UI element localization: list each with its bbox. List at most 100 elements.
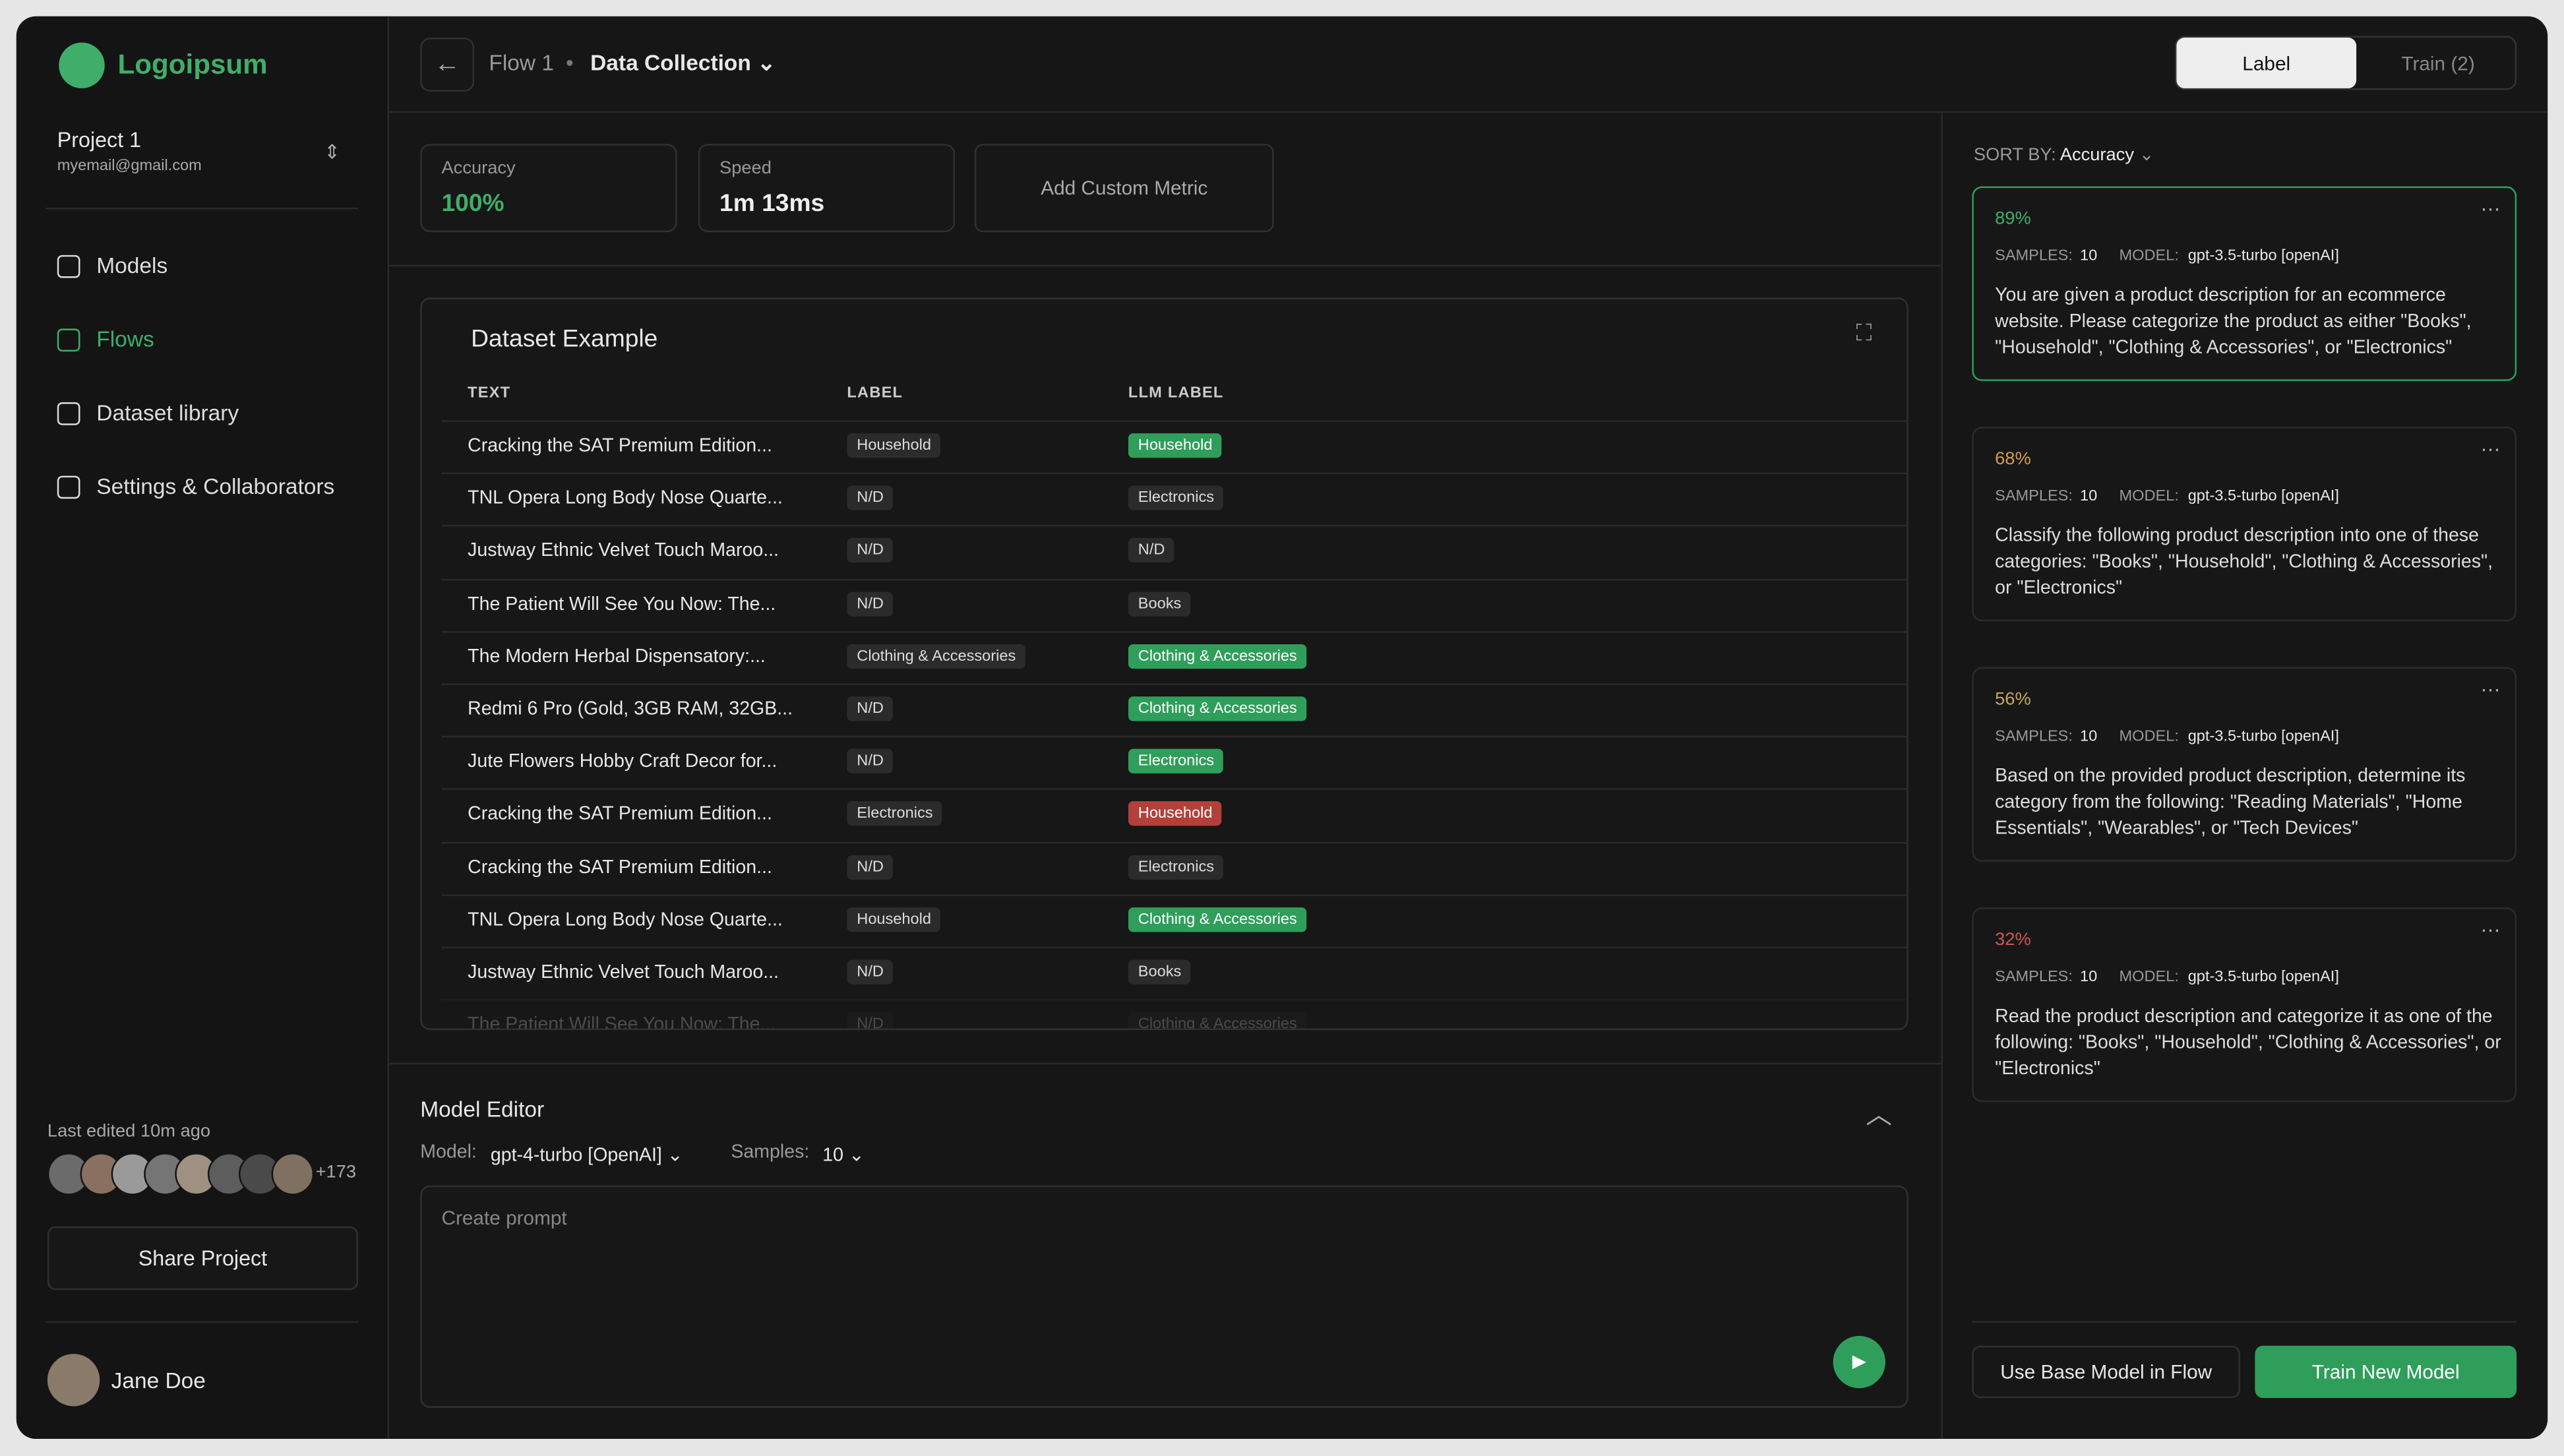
prompt: You are given a product description for … [1995, 286, 2472, 359]
samples-label: SAMPLES: [1995, 727, 2073, 746]
score: 68% [1995, 449, 2031, 470]
cell-llm-label: Books [1128, 591, 1192, 616]
last-edited: Last edited 10m ago [47, 1122, 211, 1141]
prompt: Read the product description and categor… [1995, 1007, 2501, 1079]
prompt-card[interactable]: 68% ⋯ SAMPLES: 10 MODEL: gpt-3.5-turbo [openA… [1972, 427, 2517, 622]
table-row: Justway Ethnic Velvet Touch Maroo... N/D N… [441, 525, 1907, 580]
samples-select[interactable]: 10 ⌄ [822, 1146, 865, 1166]
cell-text: Cracking the SAT Premium Edition... [468, 437, 772, 456]
tab-label[interactable]: Label [2176, 38, 2357, 88]
cell-llm-label: Electronics [1128, 854, 1224, 880]
nav-item[interactable]: Models [57, 253, 168, 278]
cell-text: The Patient Will See You Now: The... [468, 1016, 776, 1031]
tab-train[interactable]: Train (2) [2360, 38, 2517, 88]
nav-label: Settings & Collaborators [96, 474, 335, 499]
model-label: Model: [420, 1143, 477, 1163]
nav-icon [57, 328, 80, 351]
score: 89% [1995, 209, 2031, 229]
menu[interactable]: ⋯ [2480, 679, 2501, 702]
cell-text: Redmi 6 Pro (Gold, 3GB RAM, 32GB... [468, 700, 793, 720]
column-header: TEXT [468, 384, 511, 402]
cell-text: Cracking the SAT Premium Edition... [468, 857, 772, 878]
cell-label: N/D [847, 749, 894, 774]
flow-name[interactable]: Flow 1 [489, 50, 555, 76]
cell-text: The Modern Herbal Dispensatory:... [468, 647, 766, 667]
cell-text: Justway Ethnic Velvet Touch Maroo... [468, 963, 779, 983]
cell-label: Household [847, 433, 941, 458]
cell-label: Clothing & Accessories [847, 644, 1026, 669]
cell-llm-label: Household [1128, 801, 1223, 827]
cell-label: N/D [847, 959, 894, 985]
project-switch[interactable]: ⇕ [323, 140, 340, 164]
divider [389, 264, 1941, 267]
project-name[interactable]: Project 1 [57, 127, 142, 152]
table-row: The Patient Will See You Now: The... N/D C… [441, 999, 1907, 1031]
base-model-button[interactable]: Use Base Model in Flow [1972, 1345, 2241, 1399]
menu[interactable]: ⋯ [2480, 919, 2501, 942]
table-row: Justway Ethnic Velvet Touch Maroo... N/D B… [441, 946, 1907, 1001]
samples-label: SAMPLES: [1995, 487, 2073, 506]
expand[interactable]: ⛶ [1856, 318, 1872, 346]
cell-llm-label: Clothing & Accessories [1128, 644, 1307, 669]
editor-title: Model Editor [420, 1097, 545, 1122]
menu[interactable]: ⋯ [2480, 198, 2501, 221]
sort[interactable]: SORT BY: Accuracy ⌄ [1973, 145, 2154, 166]
collapse[interactable]: ︿ [1866, 1102, 1892, 1130]
share-button[interactable]: Share Project [47, 1226, 359, 1290]
sidebar: Logoipsum Project 1 myemail@gmail.com ⇕ … [16, 16, 390, 1440]
tabs: Label Train (2) [2174, 36, 2517, 90]
model: gpt-3.5-turbo [openAI] [2187, 967, 2339, 986]
prompt-card[interactable]: 89% ⋯ SAMPLES: 10 MODEL: gpt-3.5-turbo [openA… [1972, 186, 2517, 381]
samples: 10 [2080, 727, 2098, 746]
placeholder: Create prompt [441, 1206, 567, 1230]
cell-label: N/D [847, 591, 894, 616]
button-label: Use Base Model in Flow [2000, 1360, 2213, 1383]
model-label: MODEL: [2119, 967, 2179, 986]
cell-text: Jute Flowers Hobby Craft Decor for... [468, 752, 778, 772]
table-row: The Modern Herbal Dispensatory:... Clothi… [441, 630, 1907, 685]
stage-label: Data Collection [590, 50, 751, 76]
cell-llm-label: N/D [1128, 538, 1175, 563]
table-row: TNL Opera Long Body Nose Quarte... N/D Ele… [441, 473, 1907, 527]
prompt-card[interactable]: 56% ⋯ SAMPLES: 10 MODEL: gpt-3.5-turbo [openA… [1972, 667, 2517, 862]
cell-text: Cracking the SAT Premium Edition... [468, 804, 772, 825]
samples-label: SAMPLES: [1995, 247, 2073, 265]
samples-label: SAMPLES: [1995, 967, 2073, 986]
divider [1941, 111, 1943, 1440]
table-row: TNL Opera Long Body Nose Quarte... Househ… [441, 894, 1907, 948]
samples-value: 10 [822, 1146, 843, 1166]
add-metric[interactable]: Add Custom Metric [974, 144, 1274, 233]
tab-text: Label [2242, 51, 2291, 75]
prompt-card[interactable]: 32% ⋯ SAMPLES: 10 MODEL: gpt-3.5-turbo [openA… [1972, 907, 2517, 1103]
prompt-input[interactable]: Create prompt ▶ [420, 1185, 1908, 1408]
column-header: LABEL [847, 384, 903, 402]
cell-llm-label: Electronics [1128, 485, 1224, 511]
cell-llm-label: Household [1128, 433, 1223, 458]
stage[interactable]: Data Collection ⌄ [590, 50, 776, 76]
nav-label: Dataset library [96, 400, 239, 425]
metric-label: Speed [719, 158, 772, 179]
metric-card: Accuracy 100% [420, 144, 677, 233]
cell-label: N/D [847, 1012, 894, 1029]
app: Logoipsum Project 1 myemail@gmail.com ⇕ … [16, 16, 2548, 1440]
add-metric-label: Add Custom Metric [1041, 176, 1208, 200]
project-email: myemail@gmail.com [57, 157, 202, 175]
back-button[interactable]: ← [420, 38, 475, 92]
model-select[interactable]: gpt-4-turbo [OpenAI] ⌄ [490, 1146, 683, 1166]
cell-llm-label: Books [1128, 959, 1192, 985]
nav-item[interactable]: Flows [57, 327, 154, 351]
metric-value: 1m 13ms [719, 189, 825, 218]
metric-label: Accuracy [441, 158, 516, 179]
cell-text: The Patient Will See You Now: The... [468, 594, 776, 615]
model-label: MODEL: [2119, 487, 2179, 506]
nav-item[interactable]: Dataset library [57, 401, 239, 425]
cell-llm-label: Clothing & Accessories [1128, 696, 1307, 721]
nav-item[interactable]: Settings & Collaborators [57, 474, 334, 499]
nav-icon [57, 475, 80, 499]
run-button[interactable]: ▶ [1833, 1335, 1885, 1389]
table-row: Cracking the SAT Premium Edition... Elect… [441, 789, 1907, 843]
user-name: Jane Doe [111, 1368, 206, 1393]
train-button[interactable]: Train New Model [2255, 1345, 2517, 1399]
menu[interactable]: ⋯ [2480, 438, 2501, 462]
